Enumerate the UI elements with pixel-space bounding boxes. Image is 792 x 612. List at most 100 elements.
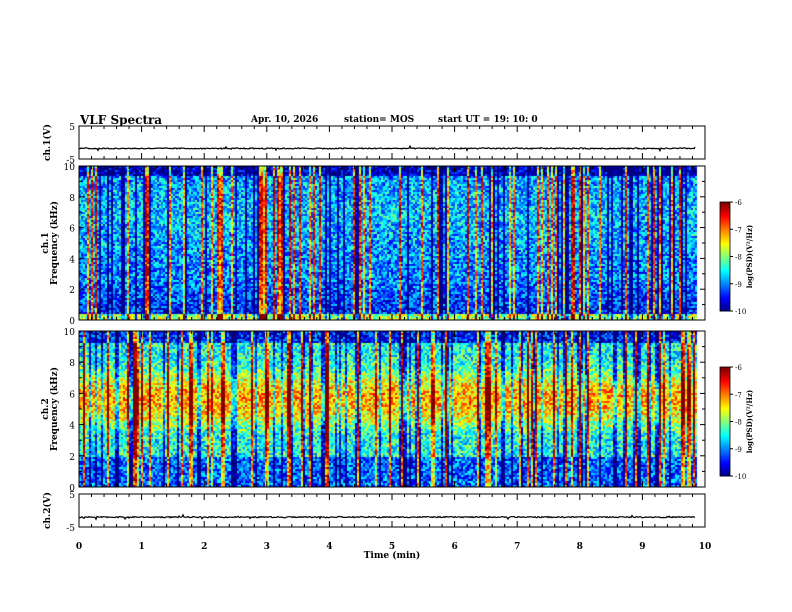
colorbar-segment [720, 245, 730, 248]
colorbar-tick-label: -6 [735, 199, 742, 207]
y-tick-label: 5 [69, 491, 75, 501]
colorbar-segment [720, 298, 730, 301]
colorbar-segment [720, 421, 730, 424]
colorbar-segment [720, 459, 730, 462]
colorbar-segment [720, 229, 730, 232]
colorbar-segment [720, 240, 730, 243]
axes-layer [78, 125, 733, 528]
colorbar-segment [720, 423, 730, 426]
colorbar-segment [720, 466, 730, 470]
colorbar-segment [720, 432, 730, 435]
colorbar-segment [720, 285, 730, 288]
figure-title: VLF Spectra [80, 113, 163, 127]
colorbar-tick-label: -6 [735, 364, 742, 372]
date-label: Apr. 10, 2026 [251, 115, 319, 125]
y-tick-label: 10 [64, 328, 76, 338]
colorbar-segment [720, 456, 730, 459]
colorbar-segment [720, 386, 730, 390]
colorbar-segment [720, 256, 730, 259]
colorbar-segment [720, 220, 730, 223]
colorbar-segment [720, 374, 730, 377]
colorbar-segment [720, 221, 730, 225]
colorbar-segment [720, 426, 730, 430]
colorbar-tick-label: -9 [735, 446, 742, 454]
spectrogram-image-ch1 [79, 166, 705, 320]
colorbar-segment [720, 205, 730, 208]
y-tick-label: 5 [69, 123, 75, 133]
y-axis-label: ch.2(V) [42, 492, 53, 529]
waveform-trace-ch2 [78, 513, 696, 521]
colorbar-segment [720, 425, 730, 428]
y-tick-label: -5 [66, 156, 75, 166]
colorbar-segment [720, 227, 730, 230]
colorbar-segment [720, 303, 730, 307]
colorbar-segment [720, 377, 730, 381]
colorbar-segment [720, 448, 730, 452]
colorbar-segment [720, 450, 730, 453]
colorbar-segment [720, 249, 730, 252]
colorbar-segment [720, 251, 730, 254]
colorbar-segment [720, 465, 730, 468]
colorbar-segment [720, 292, 730, 296]
colorbar-segment [720, 401, 730, 404]
colorbar-tick-label: -9 [735, 281, 742, 289]
colorbar-segment [720, 417, 730, 421]
y-axis-label: ch.1 [41, 232, 51, 253]
colorbar-segment [720, 214, 730, 218]
waveform-trace-ch1 [78, 144, 696, 153]
y-axis-label: ch.2 [41, 398, 51, 419]
colorbar-segment [720, 436, 730, 439]
x-tick-label: 9 [639, 542, 645, 552]
colorbar-segment [720, 258, 730, 261]
colorbar-segment [720, 274, 730, 277]
colorbar-segment [720, 405, 730, 408]
x-tick-label: 1 [138, 542, 144, 552]
y-tick-label: 8 [69, 359, 75, 369]
colorbar-segment [720, 434, 730, 437]
colorbar-segment [720, 209, 730, 212]
colorbar-segment [720, 406, 730, 410]
colorbar-segment [720, 207, 730, 210]
colorbar-segment [720, 300, 730, 303]
x-tick-label: 6 [451, 542, 457, 552]
colorbar-segment [720, 236, 730, 239]
colorbar-segment [720, 470, 730, 473]
colorbar-segment [720, 461, 730, 464]
y-tick-label: 8 [69, 194, 75, 204]
colorbar-segment [720, 394, 730, 397]
colorbar-segment [720, 412, 730, 415]
colorbar-segment [720, 399, 730, 403]
colorbar-segment [720, 281, 730, 285]
colorbar-segment [720, 379, 730, 383]
colorbar-segment [720, 216, 730, 219]
y-tick-label: 4 [69, 422, 75, 432]
colorbar-segment [720, 372, 730, 375]
colorbar-segment [720, 265, 730, 268]
colorbar-tick-label: -10 [735, 473, 746, 481]
colorbar-segment [720, 296, 730, 299]
colorbar-segment [720, 414, 730, 417]
colorbar-segment [720, 376, 730, 379]
y-tick-label: 2 [69, 286, 75, 296]
colorbar-segment [720, 252, 730, 256]
colorbar-segment [720, 238, 730, 241]
x-tick-label: 4 [326, 542, 332, 552]
colorbar-segment [720, 307, 730, 310]
colorbar-segment [720, 446, 730, 450]
colorbar-segment [720, 474, 730, 477]
y-tick-label: 6 [69, 390, 75, 400]
colorbar-segment [720, 305, 730, 308]
colorbar-segment [720, 234, 730, 238]
y-tick-label: -5 [66, 524, 75, 534]
colorbar-segment [720, 291, 730, 294]
colorbar-segment [720, 271, 730, 274]
y-axis-label: Frequency (kHz) [49, 201, 60, 285]
x-tick-label: 10 [699, 542, 712, 552]
station-label: station= MOS [344, 115, 415, 125]
colorbar-label: log(PSD)(V²/Hz) [745, 225, 754, 289]
x-tick-label: 3 [264, 542, 270, 552]
colorbar-segment [720, 454, 730, 457]
y-tick-label: 0 [69, 317, 75, 327]
x-tick-label: 7 [514, 542, 520, 552]
